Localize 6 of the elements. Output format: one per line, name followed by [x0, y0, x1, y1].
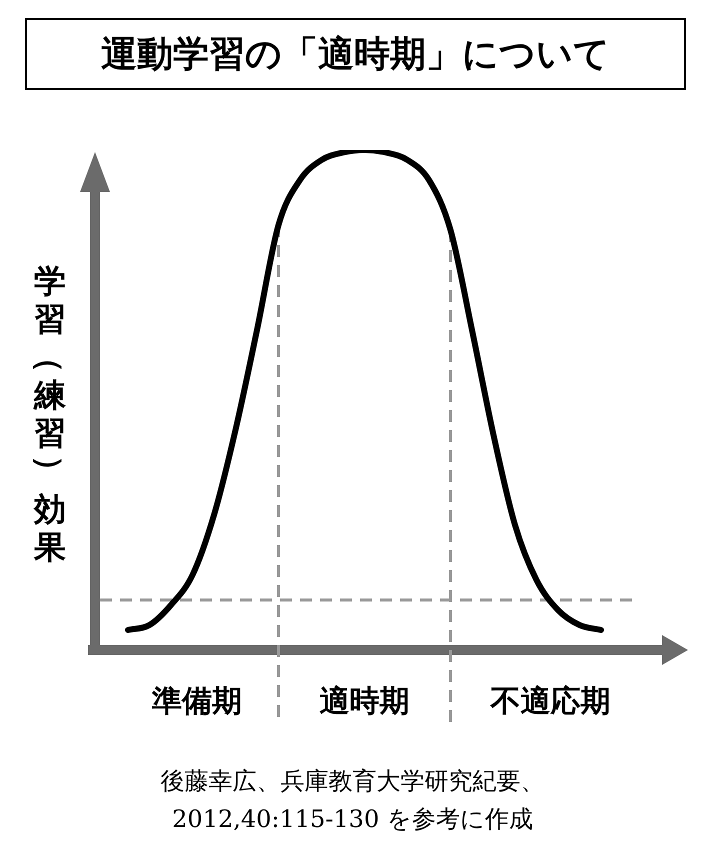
text: 適時期: [320, 684, 410, 719]
y-axis-title: 学習（練習）効果: [30, 262, 70, 566]
text: 準備期: [150, 684, 242, 719]
chart-title: 運動学習の「適時期」について: [25, 18, 686, 90]
text: 不適応期: [489, 684, 610, 719]
text: 後藤幸広、兵庫教育大学研究紀要、 2012,40:115-130 を参考に作成: [160, 766, 546, 835]
